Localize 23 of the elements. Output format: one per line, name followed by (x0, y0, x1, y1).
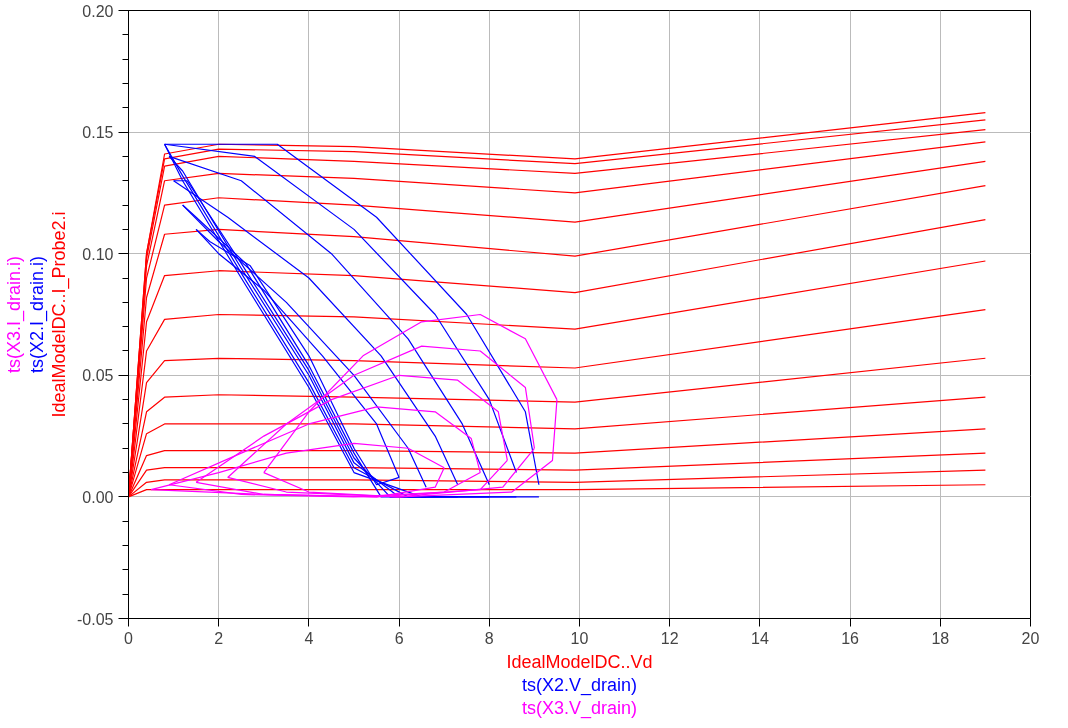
text: ts(X3.V_drain) (521, 697, 638, 719)
x-axis-title: IdealModelDC..Vd (506, 651, 653, 672)
y-tick-label: -0.05 (77, 610, 114, 628)
x-tick-label: 18 (931, 629, 950, 647)
x-tick-label: 16 (841, 629, 860, 647)
y-tick-label: 0.15 (82, 124, 114, 142)
text: ts(X3.I_drain.i) (3, 255, 25, 374)
x-tick-label: 6 (394, 629, 404, 647)
x-tick-label: 4 (304, 629, 314, 647)
x-tick-label: 12 (660, 629, 679, 647)
y-tick-label: 0.05 (82, 367, 114, 385)
x-tick-label: 0 (124, 629, 134, 647)
x-tick-label: 14 (751, 629, 769, 647)
y-tick-label: 0.10 (82, 245, 114, 263)
x-tick-label: 20 (1021, 629, 1040, 647)
y-tick-label: 0.20 (82, 2, 114, 20)
x-tick-label: 2 (214, 629, 224, 647)
y-tick-label: 0.00 (82, 488, 114, 506)
y-axis-title: IdealModelDC..I_Probe2.i (49, 211, 71, 418)
text: ts(X2.I_drain.i) (26, 255, 48, 374)
x-tick-label: 8 (484, 629, 494, 647)
x-tick-label: 10 (570, 629, 589, 647)
text: ts(X2.V_drain) (521, 674, 638, 696)
